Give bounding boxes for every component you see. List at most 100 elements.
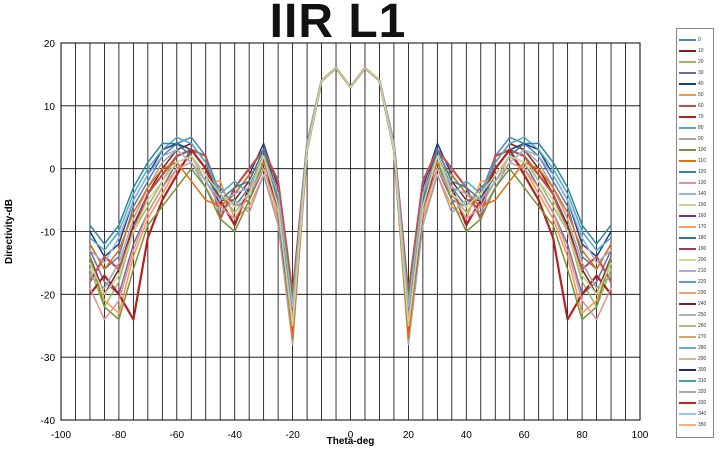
legend-item-190: 190 [679, 244, 713, 254]
legend-swatch [679, 138, 696, 140]
legend-item-20: 20 [679, 57, 713, 67]
legend-swatch [679, 369, 696, 371]
legend-swatch [679, 204, 696, 206]
series-layer [89, 66, 612, 346]
legend-item-320: 320 [679, 387, 713, 397]
legend-item-120: 120 [679, 167, 713, 177]
legend-swatch [679, 413, 696, 415]
legend-swatch [679, 391, 696, 393]
legend-label: 30 [698, 70, 704, 76]
legend-label: 170 [698, 224, 707, 230]
x-axis-label: Theta-deg [327, 436, 375, 447]
legend-swatch [679, 72, 696, 74]
legend-item-50: 50 [679, 90, 713, 100]
legend-swatch [679, 259, 696, 261]
legend-label: 160 [698, 213, 707, 219]
legend-label: 70 [698, 114, 704, 120]
legend-swatch [679, 193, 696, 195]
legend-label: 200 [698, 257, 707, 263]
legend-swatch [679, 248, 696, 250]
legend-item-0: 0 [679, 35, 713, 45]
legend-label: 330 [698, 400, 707, 406]
tick-layer: -100 -80 -60 -40 -20 0 20 40 60 80 100-40-30-20-10… [41, 39, 649, 441]
legend-swatch [679, 303, 696, 305]
series-line-150 [89, 67, 612, 327]
legend-swatch [679, 358, 696, 360]
legend-swatch [679, 402, 696, 404]
legend-swatch [679, 83, 696, 85]
y-tick-label: -10 [41, 228, 56, 239]
legend-label: 290 [698, 356, 707, 362]
legend-swatch [679, 116, 696, 118]
legend-swatch [679, 171, 696, 173]
legend-item-100: 100 [679, 145, 713, 155]
legend-item-150: 150 [679, 200, 713, 210]
legend-item-130: 130 [679, 178, 713, 188]
legend-item-300: 300 [679, 365, 713, 375]
legend-item-110: 110 [679, 156, 713, 166]
legend-label: 110 [698, 158, 706, 164]
legend-label: 0 [698, 37, 701, 43]
legend-item-90: 90 [679, 134, 713, 144]
legend-swatch [679, 270, 696, 272]
plot-frame [60, 42, 641, 421]
x-tick-label: -40 [227, 430, 242, 441]
legend-swatch [679, 380, 696, 382]
legend-label: 50 [698, 92, 704, 98]
y-tick-label: 0 [49, 165, 55, 176]
legend-swatch [679, 61, 696, 63]
legend-label: 240 [698, 301, 707, 307]
legend-label: 350 [698, 422, 707, 428]
legend-swatch [679, 424, 696, 426]
y-tick-label: 10 [44, 102, 56, 113]
legend-item-70: 70 [679, 112, 713, 122]
legend-item-280: 280 [679, 343, 713, 353]
x-tick-label: -60 [170, 430, 185, 441]
legend-swatch [679, 149, 696, 151]
legend-label: 310 [698, 378, 707, 384]
legend-label: 60 [698, 103, 704, 109]
y-tick-label: -20 [41, 290, 56, 301]
legend-label: 40 [698, 81, 704, 87]
legend-item-330: 330 [679, 398, 713, 408]
legend-label: 10 [698, 48, 704, 54]
legend-item-140: 140 [679, 189, 713, 199]
legend-swatch [679, 105, 696, 107]
y-tick-label: 20 [44, 39, 56, 50]
legend-item-210: 210 [679, 266, 713, 276]
legend-item-250: 250 [679, 310, 713, 320]
legend-label: 230 [698, 290, 707, 296]
legend-label: 300 [698, 367, 707, 373]
legend-swatch [679, 314, 696, 316]
legend-swatch [679, 215, 696, 217]
legend-item-340: 340 [679, 409, 713, 419]
legend-item-60: 60 [679, 101, 713, 111]
legend-label: 180 [698, 235, 707, 241]
legend-item-310: 310 [679, 376, 713, 386]
legend-item-350: 350 [679, 420, 713, 430]
legend-item-200: 200 [679, 255, 713, 265]
legend-swatch [679, 39, 696, 41]
x-tick-label: 60 [519, 430, 531, 441]
x-tick-label: -20 [285, 430, 300, 441]
legend-item-80: 80 [679, 123, 713, 133]
legend-swatch [679, 94, 696, 96]
grid-layer [61, 43, 640, 420]
legend-label: 250 [698, 312, 707, 318]
legend-label: 130 [698, 180, 707, 186]
legend-swatch [679, 237, 696, 239]
legend-swatch [679, 127, 696, 129]
x-tick-label: 40 [461, 430, 473, 441]
legend-item-170: 170 [679, 222, 713, 232]
legend-label: 90 [698, 136, 704, 142]
legend-swatch [679, 336, 696, 338]
legend-swatch [679, 347, 696, 349]
legend-swatch [679, 160, 696, 162]
x-tick-label: 20 [403, 430, 415, 441]
y-tick-label: -40 [41, 416, 56, 427]
legend-item-30: 30 [679, 68, 713, 78]
legend-swatch [679, 325, 696, 327]
legend-label: 280 [698, 345, 707, 351]
legend-swatch [679, 292, 696, 294]
legend-label: 270 [698, 334, 707, 340]
